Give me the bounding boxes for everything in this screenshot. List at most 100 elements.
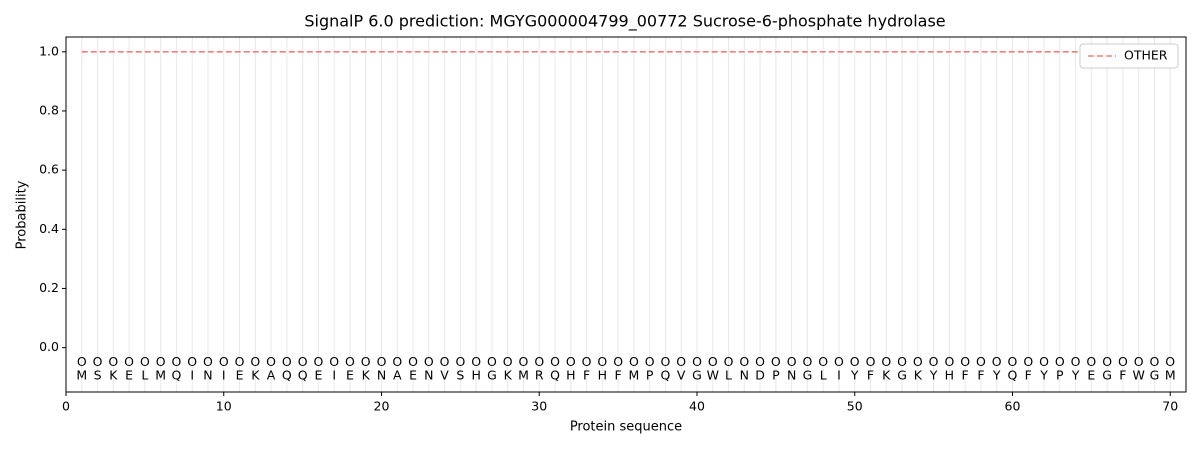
- residue-label: F: [867, 368, 874, 383]
- predicted-label: O: [976, 354, 986, 369]
- residue-label: E: [346, 368, 354, 383]
- predicted-label: O: [235, 354, 245, 369]
- predicted-label: O: [408, 354, 418, 369]
- predicted-label: O: [1039, 354, 1049, 369]
- residue-label: P: [646, 368, 654, 383]
- residue-label: Q: [298, 368, 308, 383]
- predicted-label: O: [913, 354, 923, 369]
- x-tick-label: 70: [1162, 399, 1178, 414]
- predicted-label: O: [1165, 354, 1175, 369]
- predicted-label: O: [834, 354, 844, 369]
- x-tick-label: 0: [62, 399, 70, 414]
- residue-label: V: [677, 368, 686, 383]
- residue-label: G: [1102, 368, 1112, 383]
- predicted-label: O: [93, 354, 103, 369]
- residue-label: F: [1025, 368, 1032, 383]
- residue-label: I: [190, 368, 194, 383]
- residue-label: N: [740, 368, 749, 383]
- predicted-label: O: [566, 354, 576, 369]
- predicted-label: O: [187, 354, 197, 369]
- predicted-label: O: [534, 354, 544, 369]
- plot-frame: [65, 36, 1187, 393]
- residue-label: A: [267, 368, 276, 383]
- predicted-label: O: [692, 354, 702, 369]
- residue-label: Y: [1039, 368, 1048, 383]
- residue-label: N: [377, 368, 386, 383]
- predicted-label: O: [1055, 354, 1065, 369]
- residue-label: F: [962, 368, 969, 383]
- predicted-label: O: [708, 354, 718, 369]
- predicted-label: O: [1071, 354, 1081, 369]
- residue-label: Y: [929, 368, 938, 383]
- predicted-label: O: [108, 354, 118, 369]
- x-tick-label: 40: [689, 399, 705, 414]
- predicted-label: O: [503, 354, 513, 369]
- predicted-label: O: [361, 354, 371, 369]
- legend-label: OTHER: [1124, 48, 1168, 63]
- residue-label: G: [1150, 368, 1160, 383]
- residue-label: E: [236, 368, 244, 383]
- residue-label: L: [820, 368, 827, 383]
- predicted-label: O: [866, 354, 876, 369]
- x-tick-label: 30: [531, 399, 547, 414]
- residue-label: F: [615, 368, 622, 383]
- predicted-label: O: [881, 354, 891, 369]
- predicted-label: O: [250, 354, 260, 369]
- residue-label: E: [409, 368, 417, 383]
- residue-label: M: [155, 368, 166, 383]
- predicted-label: O: [1150, 354, 1160, 369]
- predicted-label: O: [771, 354, 781, 369]
- x-tick-label: 20: [374, 399, 390, 414]
- predicted-label: O: [1086, 354, 1096, 369]
- residue-label: P: [1056, 368, 1064, 383]
- predicted-label: O: [519, 354, 529, 369]
- residue-label: S: [94, 368, 102, 383]
- y-tick-label: 0.4: [39, 221, 59, 236]
- residue-label: W: [707, 368, 719, 383]
- residue-label: Y: [850, 368, 859, 383]
- x-tick-label: 60: [1005, 399, 1021, 414]
- predicted-label: O: [266, 354, 276, 369]
- predicted-label: O: [298, 354, 308, 369]
- residue-label: K: [882, 368, 891, 383]
- residue-label: G: [487, 368, 497, 383]
- predicted-label: O: [645, 354, 655, 369]
- residue-label: K: [362, 368, 371, 383]
- residue-label: M: [628, 368, 639, 383]
- residue-label: A: [393, 368, 402, 383]
- residue-label: E: [314, 368, 322, 383]
- residue-label: M: [1165, 368, 1176, 383]
- predicted-label: O: [960, 354, 970, 369]
- predicted-label: O: [440, 354, 450, 369]
- residue-label: N: [787, 368, 796, 383]
- predicted-label: O: [455, 354, 465, 369]
- residue-label: I: [222, 368, 226, 383]
- predicted-label: O: [392, 354, 402, 369]
- predicted-label: O: [424, 354, 434, 369]
- residue-label: G: [803, 368, 813, 383]
- residue-label: H: [566, 368, 575, 383]
- predicted-label: O: [1134, 354, 1144, 369]
- predicted-label: O: [739, 354, 749, 369]
- residue-label: K: [914, 368, 923, 383]
- predicted-label: O: [140, 354, 150, 369]
- residue-label: K: [109, 368, 118, 383]
- residue-label: G: [692, 368, 702, 383]
- predicted-label: O: [992, 354, 1002, 369]
- predicted-label: O: [676, 354, 686, 369]
- residue-label: P: [772, 368, 780, 383]
- residue-label: K: [504, 368, 513, 383]
- residue-label: F: [977, 368, 984, 383]
- predicted-label: O: [1102, 354, 1112, 369]
- residue-label: V: [440, 368, 449, 383]
- predicted-label: O: [77, 354, 87, 369]
- y-tick-label: 1.0: [39, 43, 59, 58]
- residue-label: Q: [282, 368, 292, 383]
- residue-label: D: [755, 368, 765, 383]
- legend-box: [1079, 43, 1179, 69]
- residue-label: K: [251, 368, 260, 383]
- residue-label: E: [1087, 368, 1095, 383]
- residue-label: S: [456, 368, 464, 383]
- grid: [81, 37, 1171, 392]
